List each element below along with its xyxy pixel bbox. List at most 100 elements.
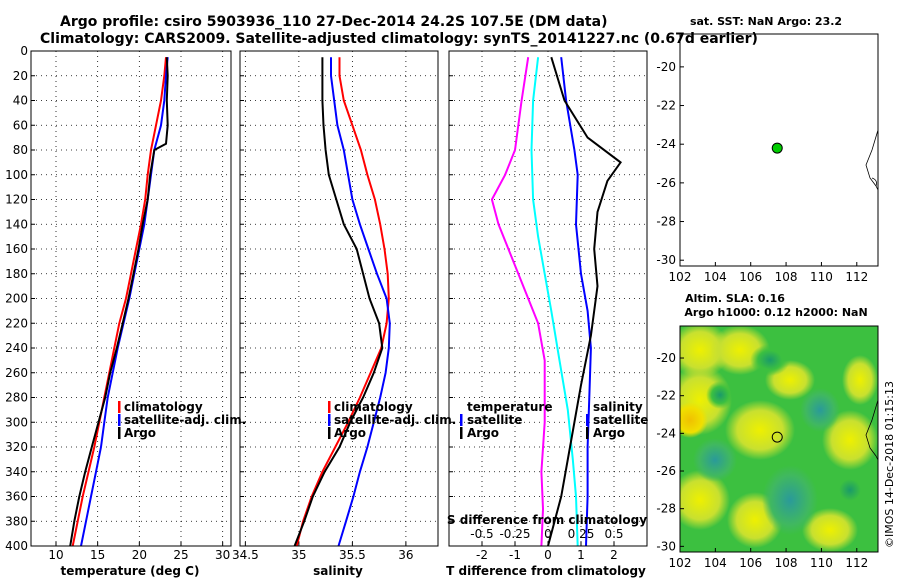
sla-map-frame: [679, 325, 879, 553]
legend-swatch-argo: [328, 427, 331, 439]
map-x-tick-label: 108: [775, 556, 798, 570]
legend-title-salinity: salinity: [593, 400, 643, 414]
coastline: [871, 177, 877, 187]
y-tick-label: 380: [5, 514, 28, 528]
map-y-tick-label: -26: [656, 176, 676, 190]
x-tick-label: 2: [610, 548, 618, 562]
series-line-sat_s: [560, 57, 592, 547]
y-tick-label: 280: [5, 391, 28, 405]
map-x-tick-label: 108: [775, 270, 798, 284]
map-x-tick-label: 102: [669, 270, 692, 284]
argo-float-marker: [771, 142, 783, 154]
x-tick-label: 25: [173, 548, 188, 562]
y-tick-label: 80: [13, 143, 28, 157]
legend-swatch-t-argo: [460, 427, 463, 439]
legend-swatch-climatology: [118, 401, 121, 413]
y-tick-label: 40: [13, 94, 28, 108]
y-tick-label: 260: [5, 366, 28, 380]
sla-map-title-1: Altim. SLA: 0.16: [685, 292, 785, 305]
map-y-tick-label: -26: [656, 464, 676, 478]
y-tick-label: 140: [5, 217, 28, 231]
legend-swatch-satellite: [118, 414, 121, 426]
legend-label-climatology: climatology: [334, 400, 413, 414]
x2-tick-label: -0.25: [499, 527, 530, 541]
y-tick-label: 160: [5, 242, 28, 256]
legend-label-s-argo: Argo: [593, 426, 625, 440]
coastline: [865, 129, 879, 191]
map-y-tick-label: -24: [656, 426, 676, 440]
x-tick-label: 36: [398, 548, 413, 562]
plot-frame: [30, 50, 232, 547]
y-tick-label: 240: [5, 341, 28, 355]
map-x-tick-label: 102: [669, 556, 692, 570]
legend-label-argo: Argo: [124, 426, 156, 440]
map-x-tick-label: 106: [739, 270, 762, 284]
x-tick-label: 15: [90, 548, 105, 562]
y-tick-label: 120: [5, 193, 28, 207]
y-tick-label: 360: [5, 490, 28, 504]
map-x-tick-label: 104: [704, 270, 727, 284]
legend-label-t-satellite: satellite: [467, 413, 522, 427]
coastline: [865, 399, 878, 461]
legend-swatch-s-satellite: [586, 414, 589, 426]
legend-swatch-climatology: [328, 401, 331, 413]
sla-map: 102 104 106 108 110 112 -20 -22 -24 -26 -28 -30: [656, 325, 879, 570]
y-tick-label: 0: [20, 44, 28, 58]
legend-swatch-s-argo: [586, 427, 589, 439]
difference-panel: -2 -1 0 1 2 -0.5 -0.25 0 0.25 0.5: [448, 50, 648, 562]
sla-blob: [750, 344, 790, 376]
legend-swatch-argo: [118, 427, 121, 439]
x-tick-label: 0: [544, 548, 552, 562]
map-x-tick-label: 112: [845, 556, 868, 570]
series-line-climatology: [71, 57, 167, 547]
sla-blob: [680, 402, 708, 438]
salinity-legend: climatology satellite-adj. clim. Argo: [328, 400, 456, 440]
map-x-tick-label: 104: [704, 556, 727, 570]
legend-label-satellite: satellite-adj. clim.: [334, 413, 456, 427]
map-x-tick-label: 112: [845, 270, 868, 284]
series-line-climatology: [295, 57, 390, 547]
sla-blob: [800, 388, 840, 432]
series-line-s_diff: [490, 57, 546, 547]
series-line-t_diff: [530, 57, 579, 547]
map-x-tick-label: 106: [739, 556, 762, 570]
legend-swatch-satellite: [328, 414, 331, 426]
series-line-argo: [293, 57, 384, 547]
title-line-1: Argo profile: csiro 5903936_110 27-Dec-2…: [60, 14, 607, 30]
series-line-argo: [547, 56, 622, 547]
y-tick-label: 300: [5, 415, 28, 429]
y-tick-label: 20: [13, 69, 28, 83]
legend-label-climatology: climatology: [124, 400, 203, 414]
y-tick-label: 180: [5, 267, 28, 281]
map-y-tick-label: -28: [656, 502, 676, 516]
legend-label-satellite: satellite-adj. clim.: [124, 413, 246, 427]
argo-float-marker: [771, 431, 783, 443]
sla-blob: [693, 438, 737, 482]
sla-blob: [680, 470, 730, 530]
x-tick-label: 20: [132, 548, 147, 562]
map-x-tick-label: 110: [810, 270, 833, 284]
map-y-tick-label: -30: [656, 539, 676, 553]
difference-x2label: S difference from climatology: [447, 513, 647, 527]
sla-blob: [762, 465, 818, 535]
sla-blob: [832, 472, 868, 508]
map-y-tick-label: -22: [656, 389, 676, 403]
y-tick-label: 60: [13, 118, 28, 132]
sst-map: 102 104 106 108 110 112 -20 -22 -24 -26 -28 -30: [656, 33, 879, 284]
legend-label-s-satellite: satellite: [593, 413, 648, 427]
sst-map-title: sat. SST: NaN Argo: 23.2: [690, 15, 842, 28]
y-tick-label: 340: [5, 465, 28, 479]
sla-blob: [842, 355, 878, 405]
series-line-satellite: [330, 57, 391, 547]
series-line-argo: [69, 57, 169, 547]
y-tick-label: 100: [5, 168, 28, 182]
x2-tick-label: 0.25: [568, 527, 595, 541]
sla-blob: [706, 381, 734, 409]
map-y-tick-label: -24: [656, 137, 676, 151]
map-y-tick-label: -20: [656, 351, 676, 365]
x2-tick-label: 0: [544, 527, 552, 541]
map-y-tick-label: -22: [656, 99, 676, 113]
x-tick-label: 10: [48, 548, 63, 562]
temperature-panel: 10 15 20 25 30020406080100120140160180200220…: [5, 44, 232, 562]
